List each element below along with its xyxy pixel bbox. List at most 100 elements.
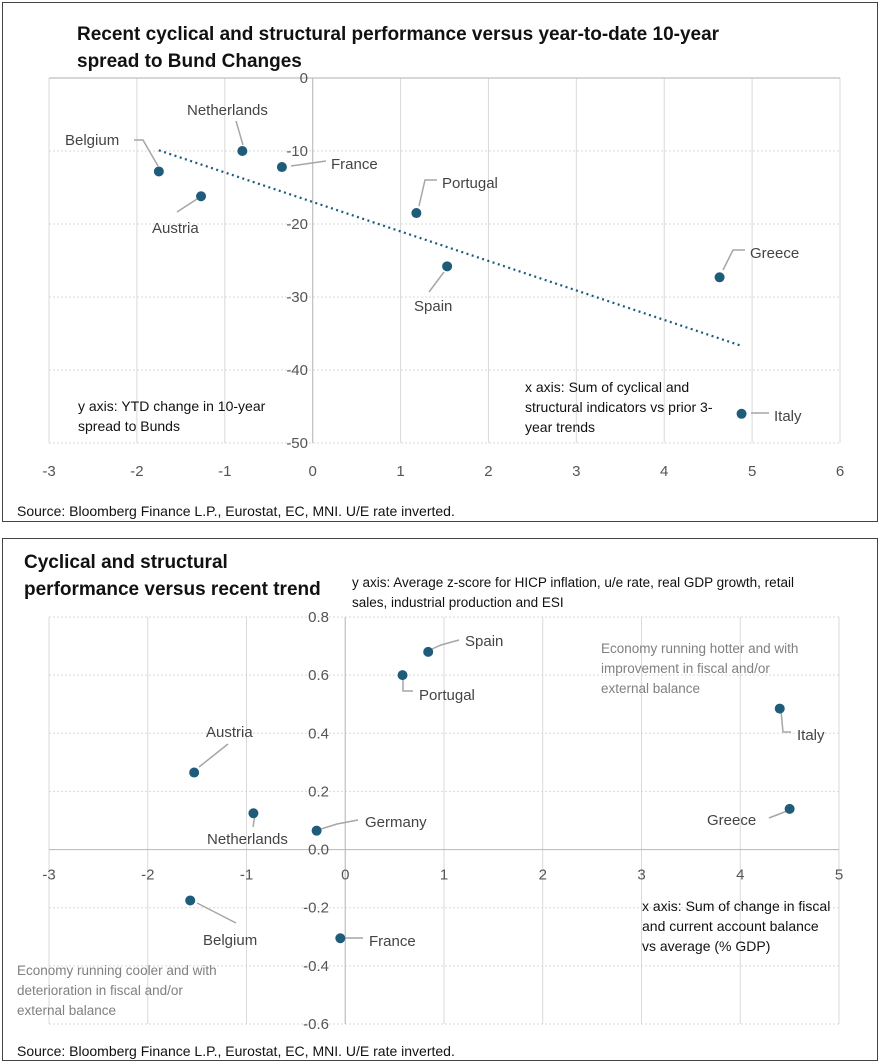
source-note: Source: Bloomberg Finance L.P., Eurostat…: [17, 503, 455, 519]
x-tick-label: 1: [440, 867, 448, 884]
x-tick-label: 2: [539, 867, 547, 884]
data-point-portugal: [397, 670, 408, 681]
x-tick-label: 0: [308, 463, 316, 480]
data-point-austria: [196, 191, 207, 202]
data-label-greece: Greece: [750, 245, 799, 262]
y-tick-label: -30: [286, 289, 308, 306]
data-point-spain: [423, 646, 434, 657]
label-leader-line: [198, 743, 229, 768]
label-leader-line: [290, 160, 327, 167]
note-line: spread to Bunds: [78, 418, 180, 434]
data-label-netherlands: Netherlands: [207, 831, 288, 848]
note-line: vs average (% GDP): [642, 938, 771, 954]
x-tick-label: -3: [42, 463, 55, 480]
chart-title-line: spread to Bund Changes: [77, 51, 302, 72]
y-tick-label: -0.6: [303, 1016, 329, 1033]
y-tick-label: -40: [286, 362, 308, 379]
note-line: Economy running cooler and with: [17, 963, 217, 978]
chart-title: Recent cyclical and structural performan…: [77, 21, 719, 75]
y-tick-label: 0.8: [308, 609, 329, 626]
data-label-italy: Italy: [774, 408, 802, 425]
y-tick-label: -20: [286, 216, 308, 233]
data-label-portugal: Portugal: [419, 687, 475, 704]
data-label-france: France: [331, 156, 378, 173]
x-tick-label: -2: [130, 463, 143, 480]
y-tick-label: 0.6: [308, 667, 329, 684]
x-tick-label: -3: [42, 867, 55, 884]
note-line: year trends: [525, 419, 596, 435]
data-point-spain: [442, 261, 453, 272]
x-tick-label: 4: [660, 463, 668, 480]
y-tick-label: 0.2: [308, 783, 329, 800]
y-tick-label: 0: [300, 70, 308, 87]
data-label-spain: Spain: [414, 298, 452, 315]
data-point-greece: [784, 803, 795, 814]
x-tick-label: 6: [836, 463, 844, 480]
label-leader-line: [418, 179, 437, 207]
data-label-belgium: Belgium: [65, 132, 119, 149]
data-label-belgium: Belgium: [203, 932, 257, 949]
note-line: Economy running hotter and with: [601, 641, 799, 656]
data-label-greece: Greece: [707, 812, 756, 829]
label-leader-line: [176, 198, 198, 213]
y-tick-label: 0.0: [308, 842, 329, 859]
label-leader-line: [235, 120, 244, 146]
x-tick-label: 3: [637, 867, 645, 884]
source-note: Source: Bloomberg Finance L.P., Eurostat…: [17, 1043, 455, 1059]
x-tick-label: 5: [748, 463, 756, 480]
note-line: x axis: Sum of cyclical and: [525, 379, 690, 395]
data-label-spain: Spain: [465, 633, 503, 650]
y-tick-label: -50: [286, 435, 308, 452]
x-tick-label: 3: [572, 463, 580, 480]
data-label-germany: Germany: [365, 814, 427, 831]
label-leader-line: [196, 902, 237, 924]
data-point-greece: [714, 272, 725, 283]
cooler-quadrant-note: Economy running cooler and with deterior…: [17, 961, 217, 1021]
label-leader-line: [402, 679, 413, 692]
data-label-austria: Austria: [206, 724, 253, 741]
trendline: [158, 149, 742, 347]
data-label-france: France: [369, 933, 416, 950]
chart-panel-cyclical-structural: -3 -2 -1 0 1 2 3 4 5 0.8 0.6 0.4 0.2 0.0 -0.2 -0.4 -0.6 S…: [2, 538, 878, 1061]
chart-title-line: Cyclical and structural: [24, 552, 228, 573]
note-line: structural indicators vs prior 3-: [525, 399, 713, 415]
y-tick-label: -10: [286, 143, 308, 160]
data-point-belgium: [153, 166, 164, 177]
hotter-quadrant-note: Economy running hotter and with improvem…: [601, 639, 798, 699]
data-label-portugal: Portugal: [442, 175, 498, 192]
note-line: and current account balance: [642, 918, 819, 934]
x-axis-note: x axis: Sum of cyclical and structural i…: [525, 377, 713, 437]
data-point-germany: [311, 825, 322, 836]
y-axis-note: y axis: Average z-score for HICP inflati…: [352, 573, 794, 613]
data-label-italy: Italy: [797, 727, 825, 744]
y-tick-label: 0.4: [308, 725, 329, 742]
chart-ytd-spread: -3 -2 -1 0 1 2 3 4 5 60-10-20-30-40-50BelgiumNeth…: [42, 70, 844, 480]
note-line: external balance: [17, 1003, 117, 1018]
data-label-netherlands: Netherlands: [187, 102, 268, 119]
data-point-italy: [774, 703, 785, 714]
chart-title: Cyclical and structural performance vers…: [24, 549, 321, 603]
chart-cyclical-structural: -3 -2 -1 0 1 2 3 4 5 0.8 0.6 0.4 0.2 0.0 -0.2 -0.4 -0.6 S…: [42, 609, 843, 1033]
x-tick-label: -1: [218, 463, 231, 480]
data-point-netherlands: [248, 808, 259, 819]
label-leader-line: [722, 249, 745, 271]
data-point-france: [276, 162, 287, 173]
data-label-austria: Austria: [152, 220, 199, 237]
y-axis-note: y axis: YTD change in 10-year spread to …: [78, 396, 265, 436]
chart-title-line: Recent cyclical and structural performan…: [77, 24, 720, 45]
x-axis-note: x axis: Sum of change in fiscal and curr…: [642, 896, 830, 956]
data-point-italy: [736, 408, 747, 419]
note-line: improvement in fiscal and/or: [601, 661, 770, 676]
y-tick-label: -0.4: [303, 958, 329, 975]
data-point-portugal: [411, 208, 422, 219]
x-tick-label: 4: [736, 867, 744, 884]
label-leader-line: [428, 271, 445, 293]
chart-title-line: performance versus recent trend: [24, 579, 321, 600]
label-leader-line: [780, 710, 791, 733]
x-tick-label: 2: [484, 463, 492, 480]
label-leader-line: [768, 810, 788, 819]
note-line: y axis: Average z-score for HICP inflati…: [352, 575, 794, 590]
note-line: x axis: Sum of change in fiscal: [642, 898, 831, 914]
x-tick-label: 0: [341, 867, 349, 884]
note-line: deterioration in fiscal and/or: [17, 983, 183, 998]
